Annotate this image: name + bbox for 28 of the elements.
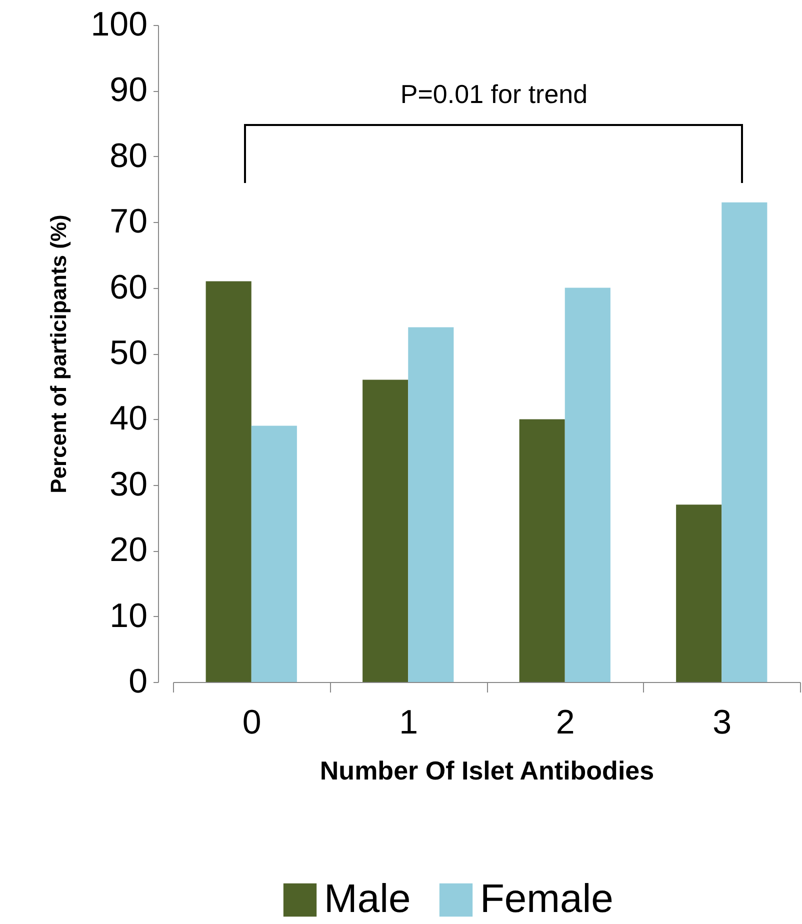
y-tick-label: 60	[110, 268, 148, 306]
bar	[206, 281, 252, 682]
y-tick-label: 80	[110, 136, 148, 175]
legend-label: Female	[480, 877, 614, 921]
y-tick-label: 100	[90, 6, 148, 44]
y-tick-label: 10	[110, 596, 148, 635]
bar	[408, 327, 454, 682]
bar	[722, 202, 768, 682]
bar	[251, 426, 297, 682]
x-tick-label: 1	[399, 704, 418, 742]
y-tick-label: 50	[110, 334, 148, 372]
bar	[564, 288, 610, 682]
annotation: P=0.01 for trend	[400, 79, 588, 109]
y-tick-label: 30	[110, 465, 148, 504]
y-tick-label: 0	[128, 662, 148, 700]
bar	[676, 504, 722, 682]
y-tick-label: 40	[110, 400, 148, 438]
y-tick-label: 70	[110, 202, 148, 241]
x-tick-label: 0	[242, 704, 262, 742]
x-tick-label: 3	[712, 704, 732, 742]
y-tick-label: 90	[110, 71, 148, 110]
y-tick-label: 20	[110, 531, 148, 570]
x-tick-label: 2	[556, 704, 575, 742]
bar	[362, 380, 408, 682]
x-axis-title: Number Of Islet Antibodies	[320, 756, 654, 786]
y-axis-title: Percent of participants (%)	[46, 214, 71, 494]
bar	[519, 419, 565, 682]
legend-label: Male	[324, 877, 411, 921]
